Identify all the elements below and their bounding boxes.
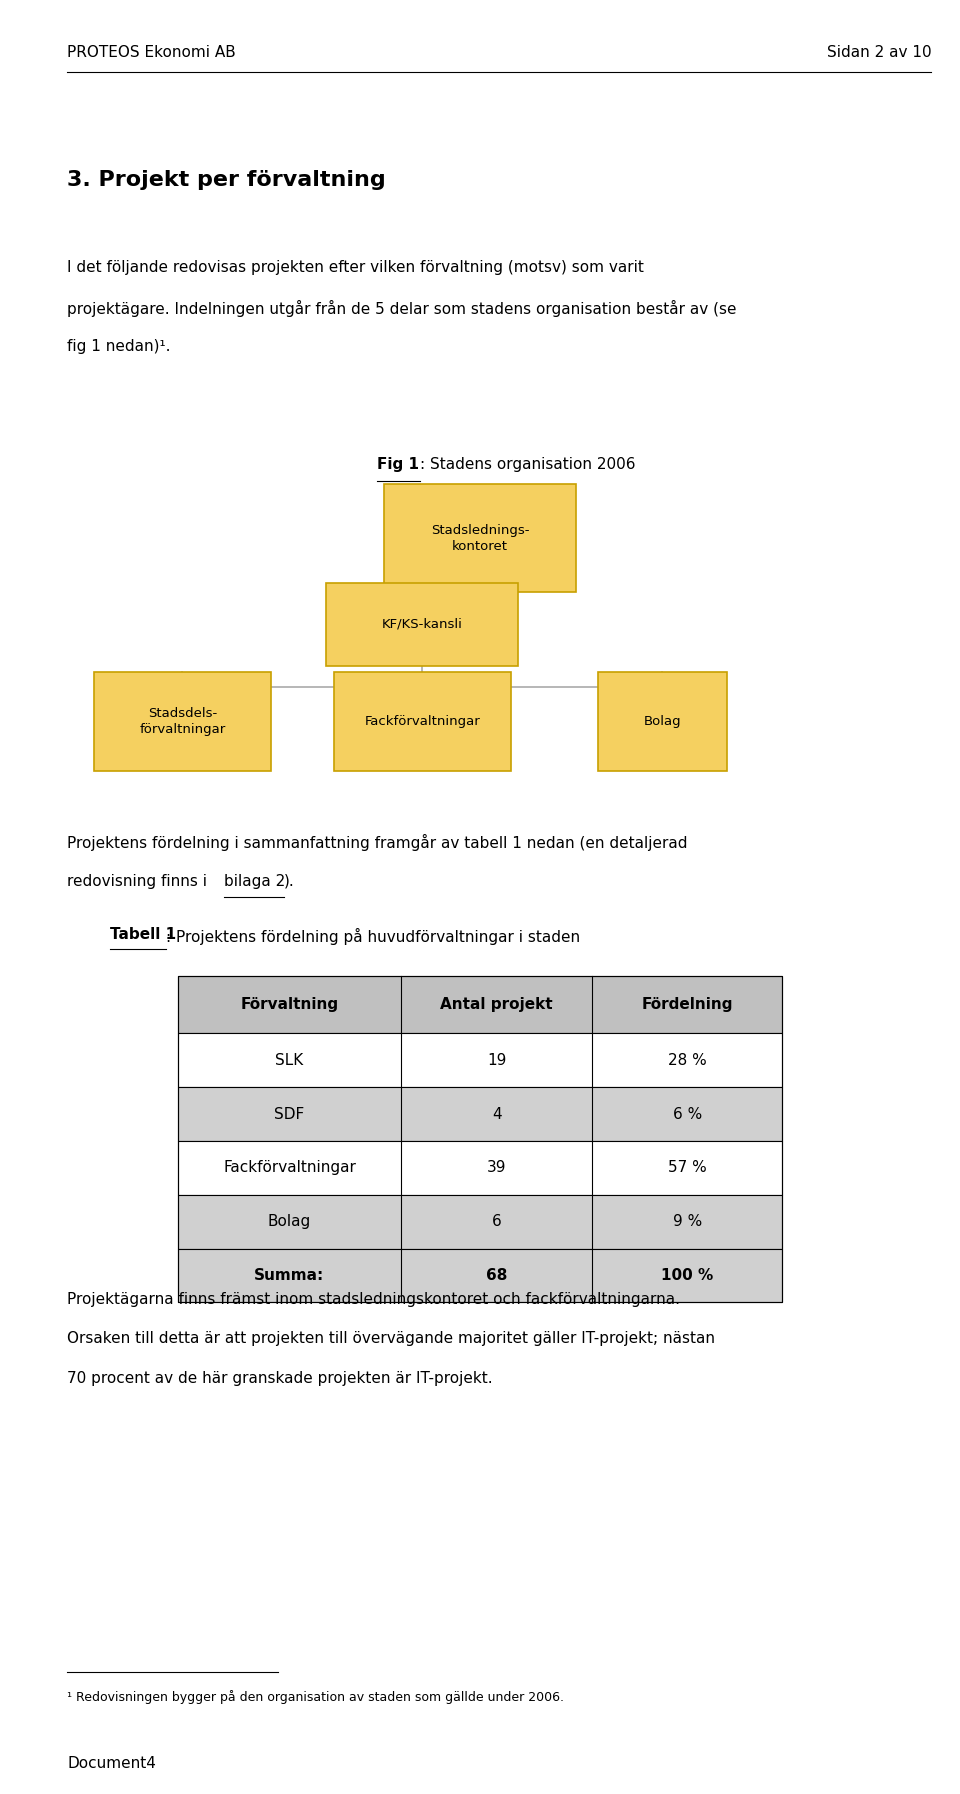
Text: Projektägarna finns främst inom stadsledningskontoret och fackförvaltningarna.: Projektägarna finns främst inom stadsled… — [67, 1292, 681, 1306]
Text: ).: ). — [284, 874, 295, 888]
FancyBboxPatch shape — [178, 1033, 782, 1087]
FancyBboxPatch shape — [178, 1087, 782, 1141]
FancyBboxPatch shape — [384, 484, 576, 592]
Text: I det följande redovisas projekten efter vilken förvaltning (motsv) som varit: I det följande redovisas projekten efter… — [67, 260, 644, 274]
Text: ¹ Redovisningen bygger på den organisation av staden som gällde under 2006.: ¹ Redovisningen bygger på den organisati… — [67, 1690, 564, 1704]
Text: Summa:: Summa: — [254, 1268, 324, 1283]
Text: : Projektens fördelning på huvudförvaltningar i staden: : Projektens fördelning på huvudförvaltn… — [166, 927, 580, 944]
Text: Antal projekt: Antal projekt — [441, 997, 553, 1012]
Text: 4: 4 — [492, 1107, 501, 1121]
Text: Fördelning: Fördelning — [641, 997, 732, 1012]
Text: 3. Projekt per förvaltning: 3. Projekt per förvaltning — [67, 170, 386, 190]
Text: Stadslednings-
kontoret: Stadslednings- kontoret — [431, 524, 529, 553]
Text: 70 procent av de här granskade projekten är IT-projekt.: 70 procent av de här granskade projekten… — [67, 1371, 492, 1385]
Text: SLK: SLK — [276, 1053, 303, 1067]
Text: projektägare. Indelningen utgår från de 5 delar som stadens organisation består : projektägare. Indelningen utgår från de … — [67, 300, 736, 316]
Text: KF/KS-kansli: KF/KS-kansli — [382, 617, 463, 631]
Text: 100 %: 100 % — [661, 1268, 713, 1283]
Text: Orsaken till detta är att projekten till övervägande majoritet gäller IT-projekt: Orsaken till detta är att projekten till… — [67, 1331, 715, 1346]
Text: Document4: Document4 — [67, 1756, 156, 1771]
Text: Förvaltning: Förvaltning — [240, 997, 339, 1012]
Text: 57 %: 57 % — [668, 1161, 707, 1175]
FancyBboxPatch shape — [326, 583, 518, 666]
Text: bilaga 2: bilaga 2 — [224, 874, 285, 888]
FancyBboxPatch shape — [597, 673, 728, 771]
Text: 6 %: 6 % — [673, 1107, 702, 1121]
Text: 19: 19 — [487, 1053, 506, 1067]
Text: fig 1 nedan)¹.: fig 1 nedan)¹. — [67, 339, 171, 353]
Text: redovisning finns i: redovisning finns i — [67, 874, 212, 888]
Text: SDF: SDF — [275, 1107, 304, 1121]
Text: 68: 68 — [486, 1268, 507, 1283]
Text: Fackförvaltningar: Fackförvaltningar — [365, 714, 480, 728]
Text: 39: 39 — [487, 1161, 506, 1175]
Text: : Stadens organisation 2006: : Stadens organisation 2006 — [420, 457, 636, 472]
Text: PROTEOS Ekonomi AB: PROTEOS Ekonomi AB — [67, 45, 236, 59]
Text: Tabell 1: Tabell 1 — [110, 927, 177, 942]
Text: 28 %: 28 % — [668, 1053, 707, 1067]
Text: 6: 6 — [492, 1215, 501, 1229]
FancyBboxPatch shape — [178, 1141, 782, 1195]
FancyBboxPatch shape — [178, 1249, 782, 1302]
Text: 9 %: 9 % — [673, 1215, 702, 1229]
FancyBboxPatch shape — [94, 673, 271, 771]
Text: Stadsdels-
förvaltningar: Stadsdels- förvaltningar — [139, 707, 226, 736]
FancyBboxPatch shape — [178, 1195, 782, 1249]
Text: Sidan 2 av 10: Sidan 2 av 10 — [827, 45, 931, 59]
Text: Fig 1: Fig 1 — [377, 457, 420, 472]
Text: Fackförvaltningar: Fackförvaltningar — [223, 1161, 356, 1175]
Text: Projektens fördelning i sammanfattning framgår av tabell 1 nedan (en detaljerad: Projektens fördelning i sammanfattning f… — [67, 834, 687, 850]
Text: Bolag: Bolag — [643, 714, 682, 728]
Text: Bolag: Bolag — [268, 1215, 311, 1229]
FancyBboxPatch shape — [178, 976, 782, 1033]
FancyBboxPatch shape — [334, 673, 511, 771]
